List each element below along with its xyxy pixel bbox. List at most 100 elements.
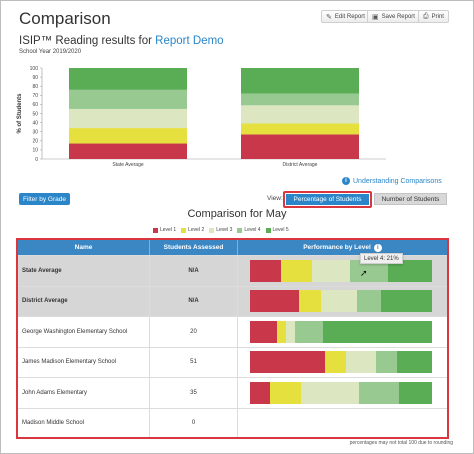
- table-row: George Washington Elementary School 20: [18, 316, 447, 347]
- edit-report-button[interactable]: ✎ Edit Report: [321, 10, 370, 23]
- header-performance-label: Performance by Level: [303, 244, 371, 251]
- students-assessed: 20: [150, 317, 238, 347]
- y-tick-label: 90: [32, 75, 38, 81]
- y-tick-label: 40: [32, 120, 38, 126]
- y-tick-label: 60: [32, 102, 38, 108]
- school-name: Madison Middle School: [18, 408, 150, 437]
- level-legend: Level 1 Level 2 Level 3 Level 4 Level 5: [153, 227, 289, 233]
- bar-segment-level-2: [241, 123, 359, 135]
- legend-swatch: [237, 227, 243, 233]
- level-3-segment[interactable]: [311, 259, 351, 282]
- view-label: View:: [267, 195, 283, 202]
- level-2-segment[interactable]: [299, 290, 321, 313]
- level-4-segment[interactable]: [359, 381, 400, 404]
- level-1-segment[interactable]: [250, 320, 278, 343]
- performance-cell: [238, 348, 447, 378]
- level-5-segment[interactable]: [381, 290, 432, 313]
- info-icon[interactable]: i: [373, 243, 382, 252]
- legend-item: Level 3: [209, 227, 232, 233]
- level-2-segment[interactable]: [324, 351, 347, 374]
- school-name: James Madison Elementary School: [18, 347, 150, 377]
- legend-label: Level 5: [272, 227, 289, 233]
- level-1-segment[interactable]: [250, 381, 271, 404]
- legend-label: Level 4: [244, 227, 261, 233]
- level-1-segment[interactable]: [250, 351, 325, 374]
- students-assessed: N/A: [150, 286, 238, 316]
- pencil-icon: ✎: [326, 13, 332, 21]
- performance-cell: [238, 287, 447, 317]
- understanding-comparisons-link[interactable]: i Understanding Comparisons: [342, 177, 442, 185]
- level-2-segment[interactable]: [270, 381, 301, 404]
- legend-item: Level 5: [265, 227, 289, 233]
- level-5-segment[interactable]: [322, 320, 432, 343]
- performance-cell: [238, 256, 447, 286]
- level-4-segment[interactable]: [357, 290, 381, 313]
- rounding-footnote: percentages may not total 100 due to rou…: [349, 440, 453, 446]
- stacked-bar-chart: 0 10 20 30 40 50 60 70 80 90 100 % of Students State…: [17, 66, 386, 168]
- filter-by-grade-button[interactable]: Filter by Grade: [19, 193, 70, 205]
- legend-label: Level 2: [188, 227, 205, 233]
- y-tick-label: 100: [30, 66, 39, 72]
- school-year: School Year 2019/2020: [19, 49, 82, 55]
- view-number-button[interactable]: Number of Students: [374, 193, 447, 205]
- level-1-segment[interactable]: [250, 290, 300, 313]
- level-5-segment[interactable]: [397, 351, 432, 374]
- level-5-segment[interactable]: [388, 259, 432, 282]
- level-5-segment[interactable]: [399, 381, 432, 404]
- legend-label: Level 1: [160, 227, 177, 233]
- performance-bar[interactable]: [250, 259, 432, 282]
- students-assessed: 35: [150, 378, 238, 408]
- header-students-assessed[interactable]: Students Assessed: [150, 240, 238, 255]
- legend-swatch: [181, 227, 187, 233]
- level-4-segment[interactable]: [295, 320, 323, 343]
- bar-segment-level-4: [241, 93, 359, 106]
- info-icon: i: [342, 177, 350, 185]
- report-link[interactable]: Report Demo: [155, 35, 224, 47]
- level-3-segment[interactable]: [300, 381, 360, 404]
- save-report-button[interactable]: ▣ Save Report: [367, 10, 420, 23]
- table-row: District Average N/A: [18, 285, 447, 317]
- print-button[interactable]: ⎙ Print: [418, 10, 449, 23]
- view-percentage-label: Percentage of Students: [286, 194, 369, 205]
- y-tick-label: 30: [32, 130, 38, 136]
- level-4-segment[interactable]: [350, 259, 389, 282]
- school-name: John Adams Elementary: [18, 378, 150, 408]
- level-tooltip: Level 4: 21%: [360, 253, 403, 264]
- page-title: Comparison: [19, 9, 111, 28]
- bar-segment-level-4: [69, 89, 187, 109]
- performance-bar[interactable]: [250, 320, 432, 343]
- y-tick-label: 10: [32, 148, 38, 154]
- performance-bar[interactable]: [250, 381, 432, 404]
- understanding-comparisons-label: Understanding Comparisons: [353, 177, 442, 185]
- legend-swatch: [153, 227, 158, 233]
- header-name[interactable]: Name: [18, 240, 150, 255]
- table-header: Name Students Assessed Performance by Le…: [18, 240, 447, 255]
- performance-cell: [238, 378, 447, 408]
- level-3-segment[interactable]: [286, 320, 296, 343]
- level-3-segment[interactable]: [346, 351, 376, 374]
- y-tick-label: 80: [32, 84, 38, 90]
- level-1-segment[interactable]: [250, 259, 281, 282]
- save-report-label: Save Report: [381, 13, 415, 20]
- view-percentage-button[interactable]: Percentage of Students: [283, 191, 372, 208]
- level-2-segment[interactable]: [277, 320, 287, 343]
- performance-bar[interactable]: [250, 290, 432, 313]
- bar-segment-level-1: [241, 134, 359, 159]
- bar-segment-level-5: [241, 68, 359, 94]
- legend-swatch: [209, 227, 215, 233]
- print-icon: ⎙: [423, 12, 429, 20]
- header-performance[interactable]: Performance by Level i: [238, 240, 447, 255]
- x-tick-label: District Average: [283, 162, 318, 168]
- school-name: State Average: [18, 256, 150, 286]
- y-axis-label: % of Students: [17, 93, 23, 134]
- performance-bar[interactable]: [250, 351, 432, 374]
- table-row: Madison Middle School 0: [18, 407, 447, 437]
- table-row: James Madison Elementary School 51: [18, 346, 447, 378]
- performance-cell: [238, 317, 447, 347]
- level-4-segment[interactable]: [375, 351, 398, 374]
- students-assessed: N/A: [150, 256, 238, 286]
- subtitle-prefix: ISIP™ Reading results for: [19, 35, 152, 47]
- level-2-segment[interactable]: [280, 259, 312, 282]
- y-tick-label: 50: [32, 111, 38, 117]
- level-3-segment[interactable]: [320, 290, 358, 313]
